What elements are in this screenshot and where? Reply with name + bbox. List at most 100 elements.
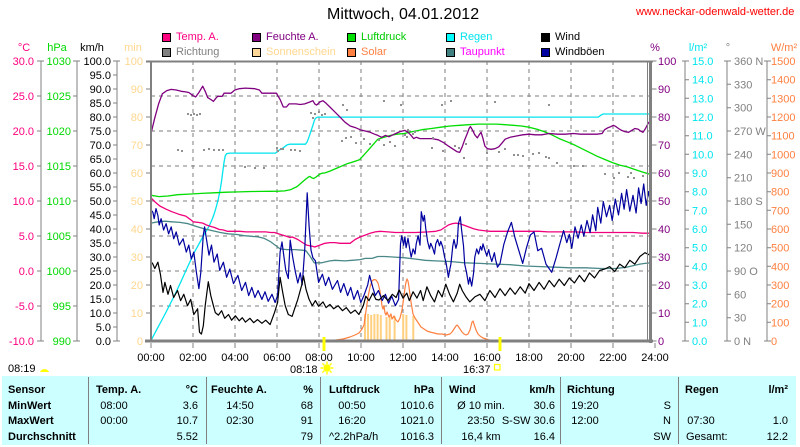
svg-text:210: 210 bbox=[734, 173, 752, 185]
svg-text:40: 40 bbox=[658, 224, 670, 236]
svg-text:300: 300 bbox=[771, 280, 789, 292]
svg-text:08:00: 08:00 bbox=[305, 352, 333, 364]
svg-text:14:00: 14:00 bbox=[431, 352, 459, 364]
svg-text:40: 40 bbox=[131, 224, 143, 236]
svg-text:00:00: 00:00 bbox=[137, 352, 165, 364]
svg-text:20: 20 bbox=[658, 280, 670, 292]
svg-text:0: 0 bbox=[658, 336, 664, 348]
svg-text:04:00: 04:00 bbox=[221, 352, 249, 364]
svg-text:400: 400 bbox=[771, 261, 789, 273]
svg-text:50: 50 bbox=[131, 196, 143, 208]
svg-text:20.0: 20.0 bbox=[13, 126, 34, 138]
svg-text:6.0: 6.0 bbox=[692, 224, 707, 236]
svg-text:20:00: 20:00 bbox=[557, 352, 585, 364]
svg-text:995: 995 bbox=[53, 301, 71, 313]
svg-text:85.0: 85.0 bbox=[90, 98, 111, 110]
svg-text:25.0: 25.0 bbox=[13, 91, 34, 103]
svg-text:10: 10 bbox=[658, 308, 670, 320]
svg-text:18:00: 18:00 bbox=[515, 352, 543, 364]
svg-text:°: ° bbox=[726, 42, 730, 54]
svg-text:hPa: hPa bbox=[47, 42, 67, 54]
svg-text:1400: 1400 bbox=[771, 75, 795, 87]
svg-text:25.0: 25.0 bbox=[90, 266, 111, 278]
svg-text:95.0: 95.0 bbox=[90, 70, 111, 82]
svg-text:55.0: 55.0 bbox=[90, 182, 111, 194]
svg-text:150: 150 bbox=[734, 219, 752, 231]
svg-text:60: 60 bbox=[131, 168, 143, 180]
svg-text:35.0: 35.0 bbox=[90, 238, 111, 250]
svg-text:7.0: 7.0 bbox=[692, 205, 707, 217]
svg-text:14.0: 14.0 bbox=[692, 75, 713, 87]
svg-text:5.0: 5.0 bbox=[96, 322, 111, 334]
svg-text:990: 990 bbox=[53, 336, 71, 348]
svg-text:90: 90 bbox=[131, 84, 143, 96]
svg-text:16:00: 16:00 bbox=[473, 352, 501, 364]
svg-text:24:00: 24:00 bbox=[641, 352, 669, 364]
svg-text:800: 800 bbox=[771, 187, 789, 199]
svg-text:1000: 1000 bbox=[771, 149, 795, 161]
svg-text:5.0: 5.0 bbox=[692, 243, 707, 255]
svg-text:100.0: 100.0 bbox=[83, 56, 111, 68]
svg-text:5.0: 5.0 bbox=[19, 231, 34, 243]
svg-text:15.0: 15.0 bbox=[692, 56, 713, 68]
svg-text:08:19: 08:19 bbox=[8, 363, 36, 375]
svg-text:15.0: 15.0 bbox=[90, 294, 111, 306]
svg-text:200: 200 bbox=[771, 299, 789, 311]
svg-text:60: 60 bbox=[734, 289, 746, 301]
svg-text:30.0: 30.0 bbox=[13, 56, 34, 68]
svg-text:11.0: 11.0 bbox=[692, 131, 713, 143]
svg-text:80: 80 bbox=[658, 112, 670, 124]
svg-text:02:00: 02:00 bbox=[179, 352, 207, 364]
svg-text:1200: 1200 bbox=[771, 112, 795, 124]
svg-text:0.0: 0.0 bbox=[96, 336, 111, 348]
svg-text:1020: 1020 bbox=[47, 126, 71, 138]
svg-text:600: 600 bbox=[771, 224, 789, 236]
svg-text:2.0: 2.0 bbox=[692, 299, 707, 311]
svg-text:-5.0: -5.0 bbox=[15, 301, 34, 313]
svg-text:3.0: 3.0 bbox=[692, 280, 707, 292]
svg-text:10.0: 10.0 bbox=[13, 196, 34, 208]
svg-text:08:18: 08:18 bbox=[290, 364, 318, 375]
svg-text:60.0: 60.0 bbox=[90, 168, 111, 180]
svg-text:1015: 1015 bbox=[47, 161, 71, 173]
svg-text:40.0: 40.0 bbox=[90, 224, 111, 236]
svg-text:0.0: 0.0 bbox=[692, 336, 707, 348]
svg-text:90.0: 90.0 bbox=[90, 84, 111, 96]
svg-text:1030: 1030 bbox=[47, 56, 71, 68]
svg-text:1025: 1025 bbox=[47, 91, 71, 103]
svg-text:10.0: 10.0 bbox=[692, 149, 713, 161]
svg-text:90 O: 90 O bbox=[734, 266, 758, 278]
svg-text:W/m²: W/m² bbox=[771, 42, 798, 54]
svg-text:10:00: 10:00 bbox=[347, 352, 375, 364]
svg-text:-10.0: -10.0 bbox=[9, 336, 34, 348]
svg-text:1000: 1000 bbox=[47, 266, 71, 278]
svg-text:10: 10 bbox=[131, 308, 143, 320]
svg-text:16:37: 16:37 bbox=[463, 364, 491, 375]
svg-text:80.0: 80.0 bbox=[90, 112, 111, 124]
svg-text:0 N: 0 N bbox=[734, 336, 751, 348]
svg-text:l/m²: l/m² bbox=[689, 42, 708, 54]
svg-text:50.0: 50.0 bbox=[90, 196, 111, 208]
svg-text:8.0: 8.0 bbox=[692, 187, 707, 199]
svg-text:330: 330 bbox=[734, 79, 752, 91]
svg-text:300: 300 bbox=[734, 103, 752, 115]
svg-text:100: 100 bbox=[125, 56, 143, 68]
svg-text:700: 700 bbox=[771, 205, 789, 217]
svg-text:4.0: 4.0 bbox=[692, 261, 707, 273]
svg-text:240: 240 bbox=[734, 149, 752, 161]
svg-text:90: 90 bbox=[658, 84, 670, 96]
svg-text:100: 100 bbox=[658, 56, 676, 68]
svg-text:12:00: 12:00 bbox=[389, 352, 417, 364]
svg-text:°C: °C bbox=[18, 42, 30, 54]
svg-text:06:00: 06:00 bbox=[263, 352, 291, 364]
svg-text:70.0: 70.0 bbox=[90, 140, 111, 152]
svg-text:13.0: 13.0 bbox=[692, 93, 713, 105]
svg-text:30.0: 30.0 bbox=[90, 252, 111, 264]
svg-text:1.0: 1.0 bbox=[692, 317, 707, 329]
svg-text:20.0: 20.0 bbox=[90, 280, 111, 292]
svg-text:15.0: 15.0 bbox=[13, 161, 34, 173]
svg-text:30: 30 bbox=[131, 252, 143, 264]
svg-text:0.0: 0.0 bbox=[19, 266, 34, 278]
svg-text:80: 80 bbox=[131, 112, 143, 124]
svg-text:60: 60 bbox=[658, 168, 670, 180]
